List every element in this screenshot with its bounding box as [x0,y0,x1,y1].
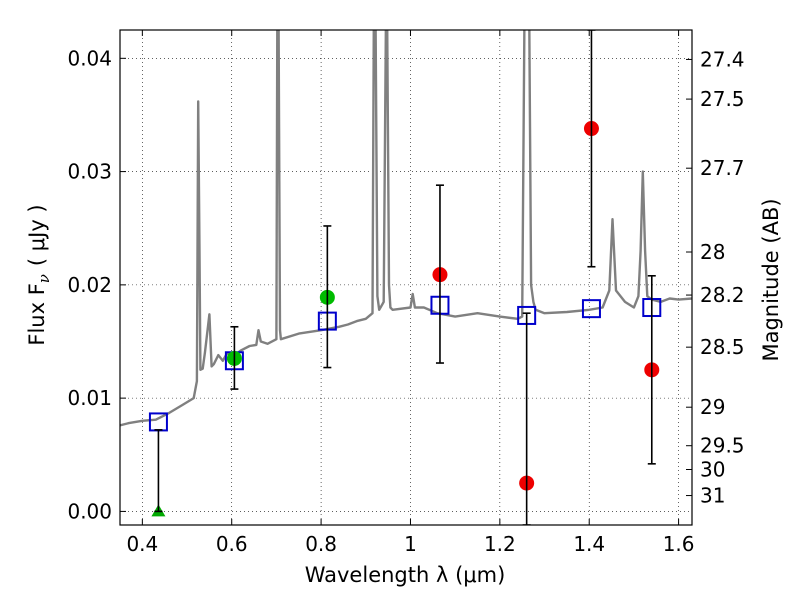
x-tick-label: 1 [404,532,417,556]
grid [120,30,692,525]
y2-tick-label: 28.2 [700,283,745,307]
y-tick-label: 0.00 [67,499,112,523]
y-tick-label: 0.04 [67,46,112,70]
y-axis-label-units: ( μJy ) [25,204,49,266]
y2-tick-label: 30 [700,457,725,481]
y2-tick-label: 28.5 [700,335,745,359]
y2-tick-label: 29.5 [700,434,745,458]
y2-tick-label: 27.4 [700,47,745,71]
y-axis-label: Flux Fν ( μJy ) [25,204,53,345]
y-axis-label-sub: ν [35,274,53,283]
x-axis-label: Wavelength λ (μm) [305,563,506,587]
plot-area [120,30,692,525]
y-tick-label: 0.02 [67,273,112,297]
y-tick-label: 0.03 [67,160,112,184]
y-tick-label: 0.01 [67,386,112,410]
x-tick-label: 0.6 [216,532,248,556]
y2-tick-label: 27.5 [700,87,745,111]
plot-frame [119,29,693,526]
spectrum-line [120,30,692,427]
y-axis-label-main: Flux F [25,283,49,345]
y2-tick-label: 28 [700,240,725,264]
x-tick-label: 1.2 [484,532,516,556]
y2-tick-label: 31 [700,484,725,508]
x-tick-label: 0.4 [126,532,158,556]
x-tick-label: 1.6 [663,532,695,556]
x-tick-label: 0.8 [305,532,337,556]
y2-tick-label: 29 [700,395,725,419]
x-tick-label: 1.4 [573,532,605,556]
y2-axis-label: Magnitude (AB) [759,198,783,361]
axis-ticks: 0.4 0.6 0.8 1 1.2 1.4 1.6 0.00 0.01 0.02 0.03 0.04 2… [67,30,745,556]
model-flux-square [581,299,601,319]
y2-tick-label: 27.7 [700,156,745,180]
